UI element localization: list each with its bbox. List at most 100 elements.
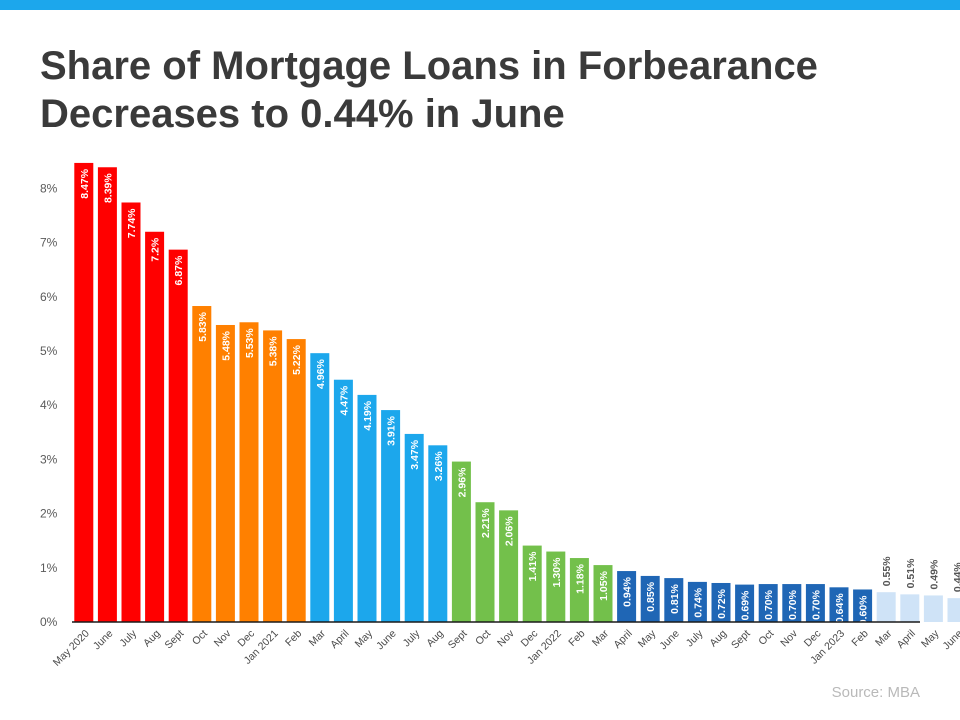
bar (286, 339, 306, 622)
bar (664, 578, 684, 622)
x-tick-label: Sept (163, 628, 187, 652)
bar (97, 167, 117, 622)
data-label: 4.96% (315, 359, 327, 389)
x-tick-label: Sept (446, 628, 470, 652)
x-tick-label: Feb (566, 628, 587, 649)
y-tick-label: 7% (40, 236, 58, 250)
data-label: 0.64% (834, 593, 846, 623)
data-label: 4.47% (338, 385, 350, 415)
data-label: 5.48% (220, 330, 232, 360)
x-tick-label: May (919, 627, 942, 650)
x-tick-label: Oct (473, 628, 493, 648)
data-label: 7.74% (126, 208, 138, 238)
x-tick-label: July (684, 627, 706, 649)
data-label: 0.69% (740, 590, 752, 620)
data-label: 0.49% (928, 559, 940, 589)
x-tick-label: June (657, 628, 682, 653)
x-tick-label: June (941, 628, 960, 653)
x-tick-label: May 2020 (51, 628, 92, 669)
bar (569, 558, 589, 622)
bar (239, 322, 259, 622)
y-tick-label: 8% (40, 181, 58, 195)
x-tick-label: June (374, 628, 399, 653)
x-tick-label: Oct (190, 628, 210, 648)
y-tick-label: 2% (40, 507, 58, 521)
data-label: 0.74% (692, 587, 704, 617)
data-label: 5.22% (291, 344, 303, 374)
bar (192, 306, 212, 622)
y-tick-label: 0% (40, 615, 58, 629)
data-label: 8.47% (79, 168, 91, 198)
data-label: 5.38% (268, 336, 280, 366)
x-tick-label: Aug (707, 628, 729, 650)
x-tick-label: July (117, 627, 139, 649)
data-label: 2.21% (480, 508, 492, 538)
bar (333, 379, 353, 622)
data-label: 6.87% (173, 255, 185, 285)
bar (215, 324, 235, 622)
x-tick-label: Mar (873, 627, 895, 649)
data-label: 0.85% (645, 581, 657, 611)
x-tick-label: April (611, 628, 634, 651)
x-tick-label: Aug (424, 628, 446, 650)
x-tick-label: Feb (283, 628, 304, 649)
y-tick-label: 1% (40, 561, 58, 575)
x-tick-label: Nov (212, 627, 234, 649)
bar (829, 587, 849, 622)
bar (640, 575, 660, 622)
y-tick-label: 3% (40, 452, 58, 466)
bar (947, 598, 960, 622)
x-tick-label: Mar (590, 627, 612, 649)
bar (475, 502, 495, 622)
bar (923, 595, 943, 622)
data-label: 2.96% (456, 467, 468, 497)
x-tick-label: Oct (756, 628, 776, 648)
bar (687, 581, 707, 622)
x-tick-label: Nov (778, 627, 800, 649)
bar (74, 162, 94, 622)
x-tick-label: Nov (495, 627, 517, 649)
data-label: 0.55% (881, 556, 893, 586)
bar (805, 584, 825, 622)
bar (593, 565, 613, 622)
data-label: 0.51% (905, 558, 917, 588)
data-label: 5.53% (244, 328, 256, 358)
data-label: 3.26% (433, 451, 445, 481)
data-label: 0.70% (763, 589, 775, 619)
data-label: 1.05% (598, 570, 610, 600)
y-tick-label: 4% (40, 398, 58, 412)
data-label: 4.19% (362, 400, 374, 430)
y-tick-label: 5% (40, 344, 58, 358)
x-tick-label: Mar (307, 627, 329, 649)
data-label: 8.39% (102, 173, 114, 203)
bar (381, 410, 401, 622)
bar (853, 589, 873, 622)
bar (782, 584, 802, 622)
data-label: 0.94% (622, 576, 634, 606)
bar (876, 592, 896, 622)
bar (758, 584, 778, 622)
top-accent-bar (0, 0, 960, 10)
chart-title-line-1: Share of Mortgage Loans in Forbearance (40, 44, 818, 88)
bar (546, 551, 566, 622)
bar (735, 584, 755, 622)
data-label: 0.70% (787, 589, 799, 619)
data-label: 3.47% (409, 439, 421, 469)
x-tick-label: April (895, 628, 918, 651)
data-label: 5.83% (197, 311, 209, 341)
bar (121, 202, 141, 622)
data-label: 0.44% (952, 562, 960, 592)
bar (617, 571, 637, 622)
bar (310, 353, 330, 622)
bar (451, 461, 471, 622)
data-label: 0.70% (810, 589, 822, 619)
bar (499, 510, 519, 622)
chart-title-line-2: Decreases to 0.44% in June (40, 92, 565, 136)
data-label: 0.81% (669, 583, 681, 613)
source-note: Source: MBA (831, 684, 920, 701)
data-label: 0.60% (858, 595, 870, 625)
chart-title: Share of Mortgage Loans in Forbearance D… (40, 42, 940, 138)
x-tick-label: April (328, 628, 351, 651)
x-tick-label: June (91, 628, 116, 653)
